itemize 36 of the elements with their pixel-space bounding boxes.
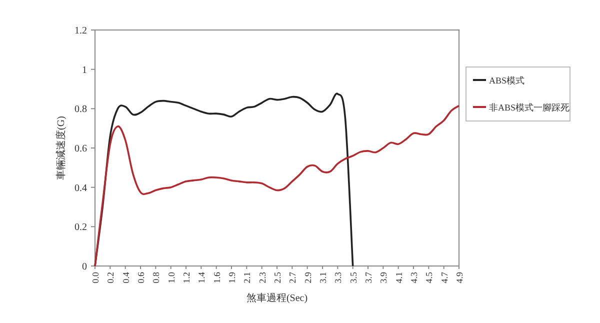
x-tick-label: 0.2 [106,272,116,284]
y-tick-label: 0.4 [74,182,87,194]
x-tick-label: 2.5 [272,272,282,284]
x-tick-label: 1.4 [196,272,207,284]
x-tick-label: 0.4 [120,272,131,284]
legend-label: 非ABS模式一腳踩死 [489,102,570,112]
y-tick-label: 0.2 [74,222,87,234]
x-tick-label: 2.3 [257,272,268,284]
x-tick-label: 1.0 [166,272,176,284]
y-tick-label: 1 [82,64,87,76]
y-tick-label: 0.6 [74,144,87,154]
x-tick-label: 1.9 [227,272,237,284]
y-tick-label: 0.8 [74,104,87,116]
x-tick-label: 3.1 [318,272,328,284]
x-tick-label: 2.9 [302,272,313,284]
x-tick-label: 0.0 [90,272,100,284]
x-tick-label: 4.5 [424,272,434,284]
y-axis-title: 車輛減速度(G) [55,116,67,180]
x-tick-label: 2.1 [242,272,252,284]
x-tick-label: 4.1 [394,272,404,284]
x-tick-label: 3.3 [333,272,344,284]
x-tick-label: 0.8 [151,272,162,284]
x-tick-label: 3.9 [378,272,389,284]
x-tick-label: 1.6 [212,272,222,284]
x-tick-label: 4.3 [409,272,419,284]
x-tick-label: 1.2 [182,272,192,284]
x-tick-label: 3.5 [348,272,358,284]
x-tick-label: 4.9 [454,272,464,284]
x-tick-label: 0.6 [136,272,146,284]
x-tick-label: 4.7 [439,272,450,284]
x-axis-title: 煞車過程(Sec) [246,292,308,304]
x-tick-label: 2.7 [288,272,298,284]
legend-label: ABS模式 [489,76,525,86]
y-tick-label: 0 [82,262,87,272]
x-tick-label: 3.7 [364,272,374,284]
y-tick-label: 1.2 [74,26,87,36]
